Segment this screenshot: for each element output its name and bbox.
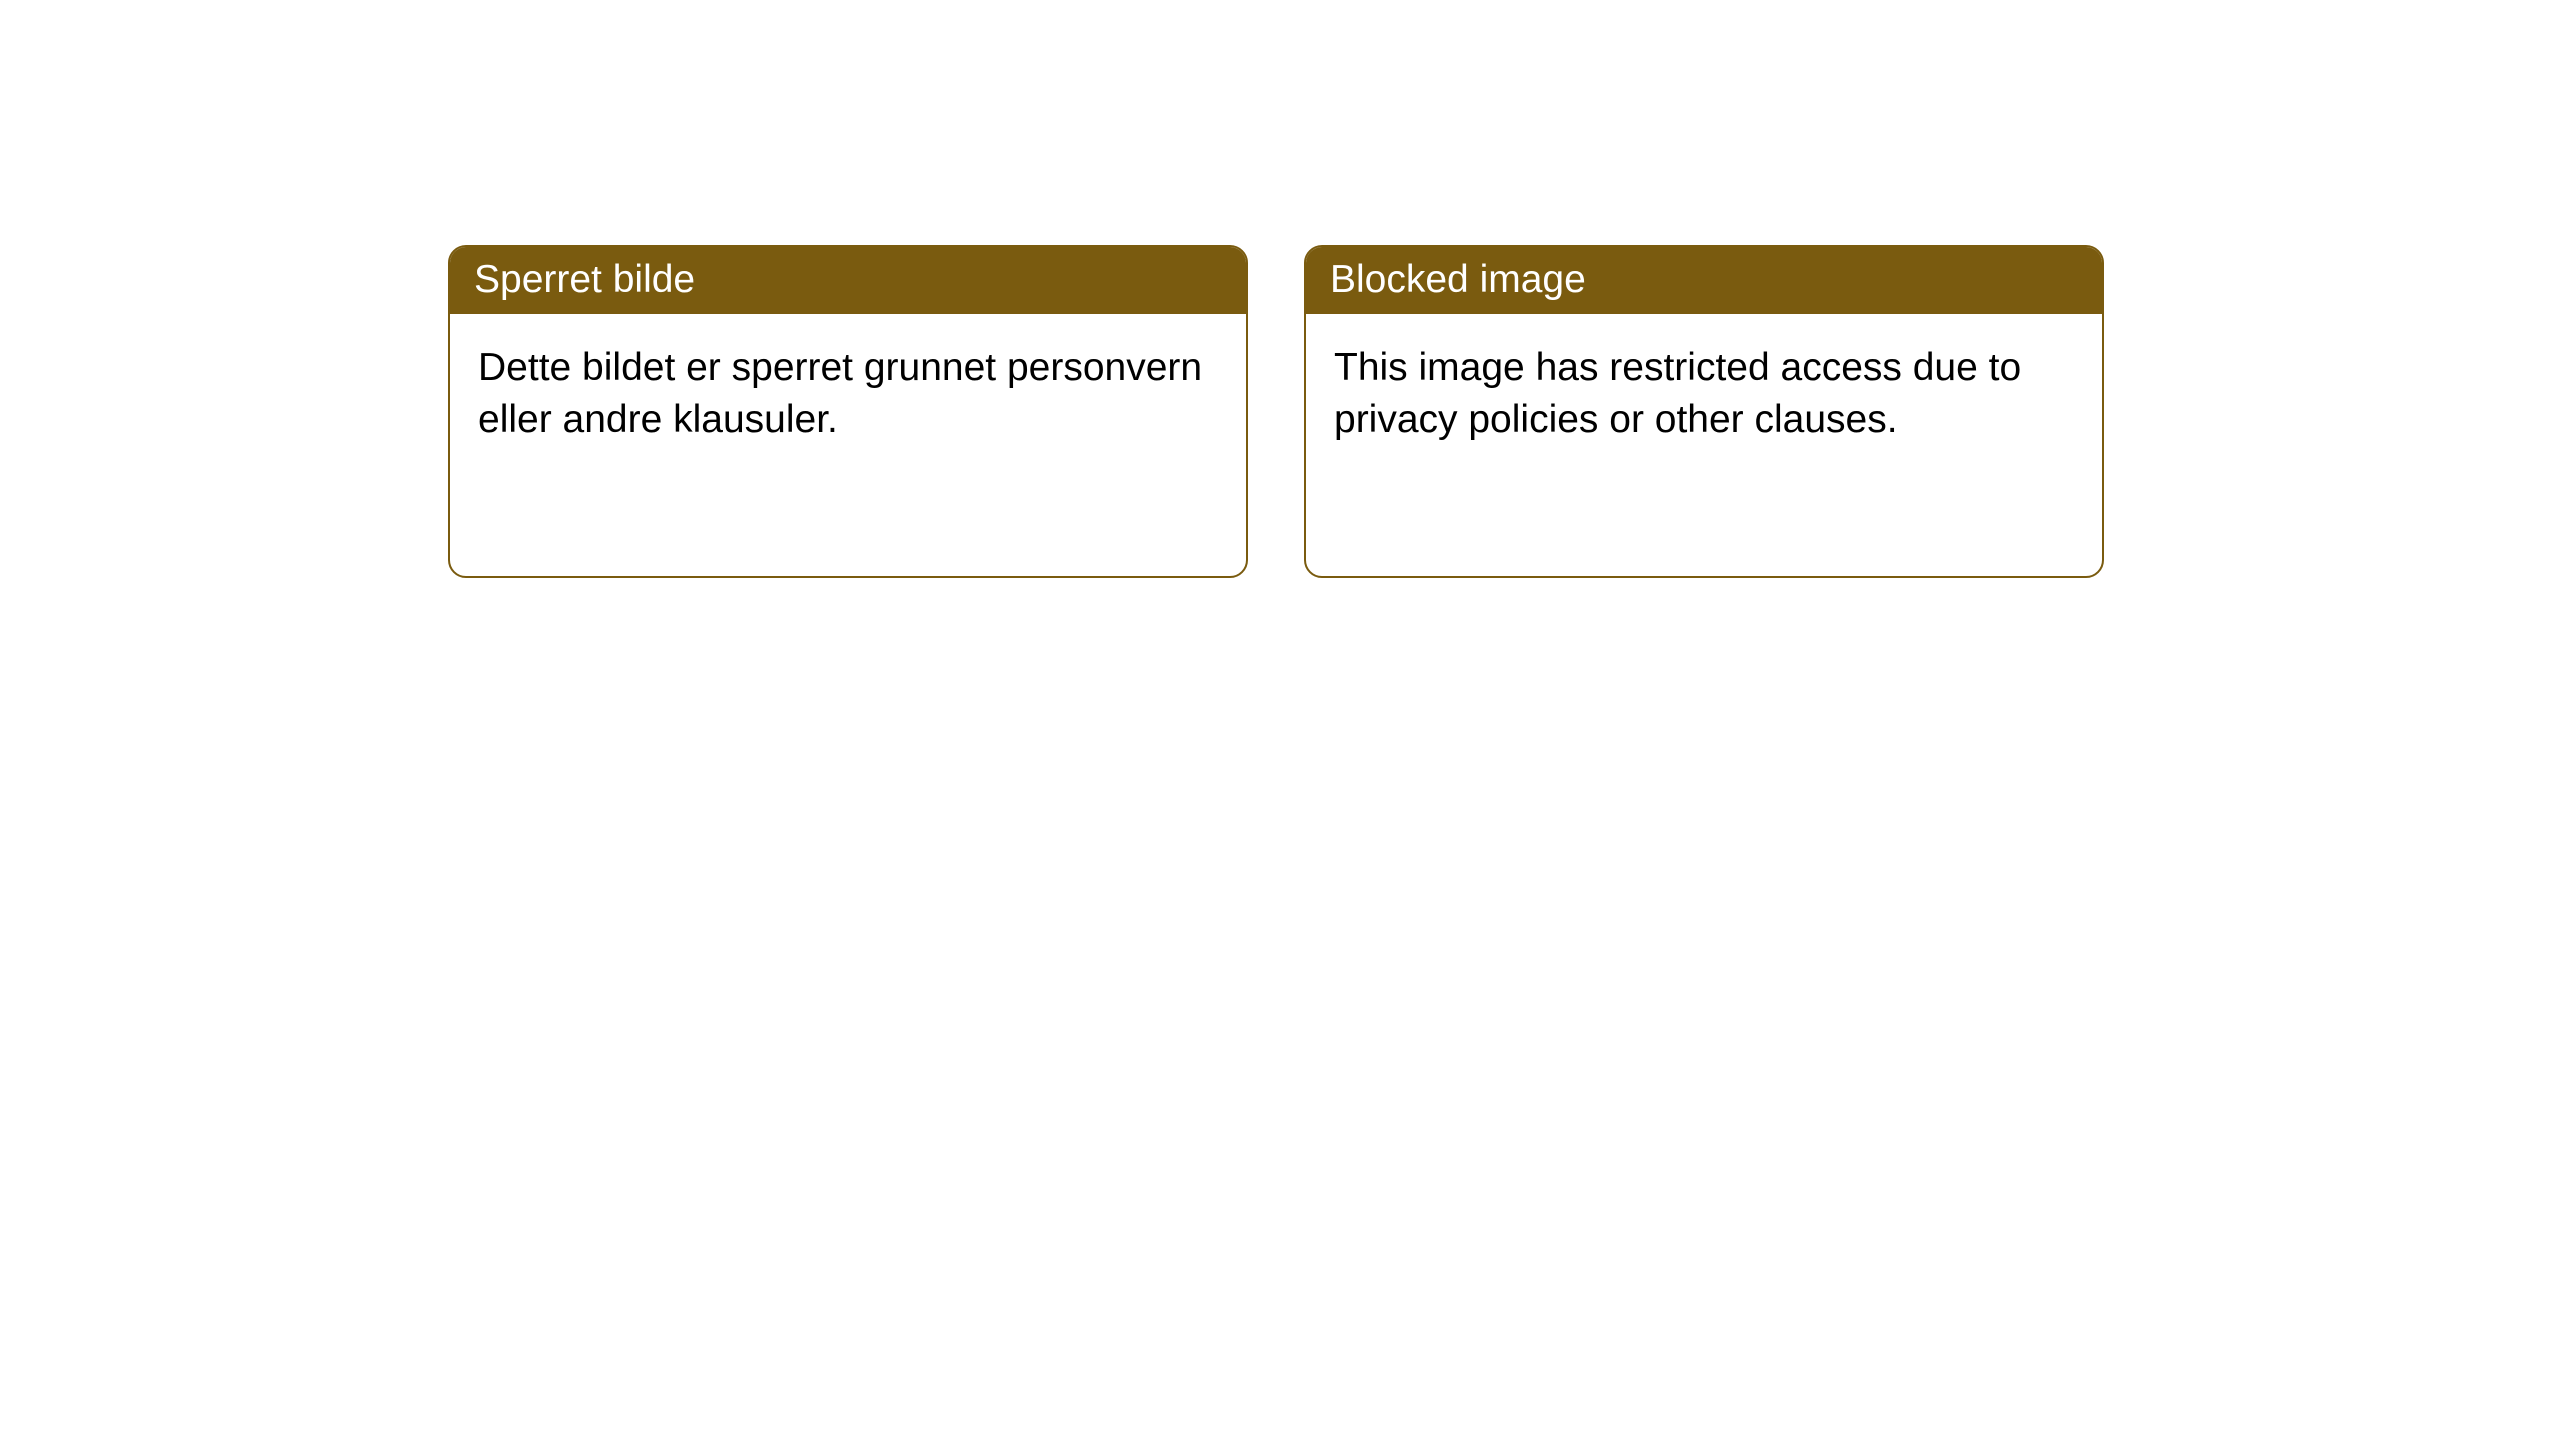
- notice-cards-container: Sperret bilde Dette bildet er sperret gr…: [448, 245, 2104, 578]
- notice-card-title: Sperret bilde: [474, 258, 695, 301]
- notice-card-english: Blocked image This image has restricted …: [1304, 245, 2104, 578]
- notice-card-norwegian: Sperret bilde Dette bildet er sperret gr…: [448, 245, 1248, 578]
- notice-card-text: Dette bildet er sperret grunnet personve…: [478, 346, 1202, 441]
- notice-card-body: Dette bildet er sperret grunnet personve…: [450, 314, 1246, 576]
- notice-card-title: Blocked image: [1330, 258, 1586, 301]
- notice-card-header: Sperret bilde: [450, 247, 1246, 314]
- notice-card-body: This image has restricted access due to …: [1306, 314, 2102, 576]
- notice-card-header: Blocked image: [1306, 247, 2102, 314]
- notice-card-text: This image has restricted access due to …: [1334, 346, 2021, 441]
